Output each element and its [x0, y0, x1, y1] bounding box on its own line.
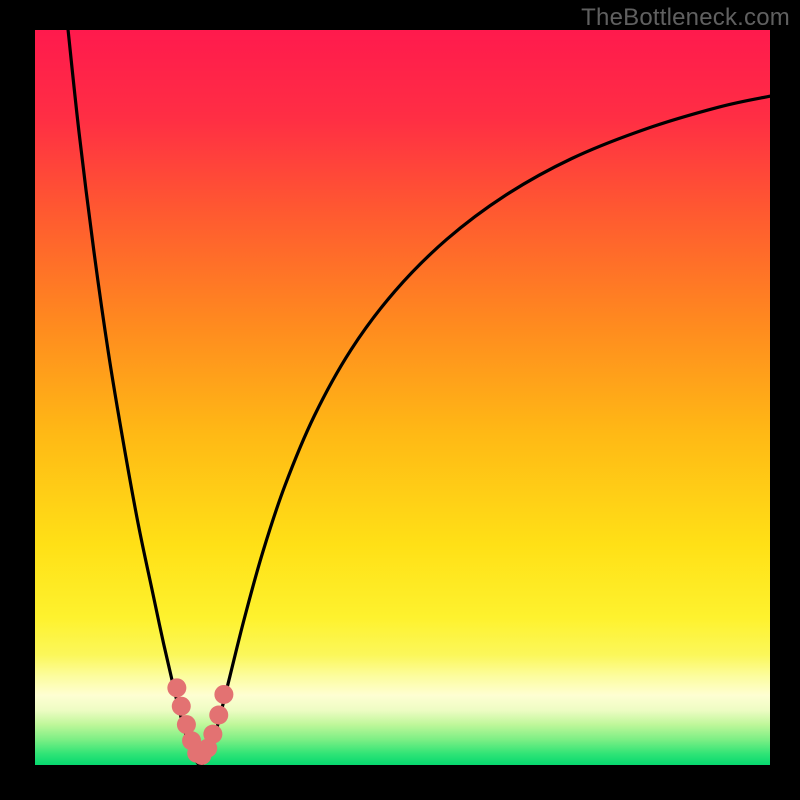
marker-dot	[172, 697, 191, 716]
plot-area	[35, 30, 770, 765]
bottleneck-chart: TheBottleneck.com	[0, 0, 800, 800]
marker-dot	[177, 715, 196, 734]
marker-dot	[167, 678, 186, 697]
gradient-background	[35, 30, 770, 765]
watermark-text: TheBottleneck.com	[581, 4, 790, 32]
marker-dot	[214, 685, 233, 704]
marker-dot	[203, 725, 222, 744]
marker-dot	[209, 706, 228, 725]
chart-svg	[0, 0, 800, 800]
